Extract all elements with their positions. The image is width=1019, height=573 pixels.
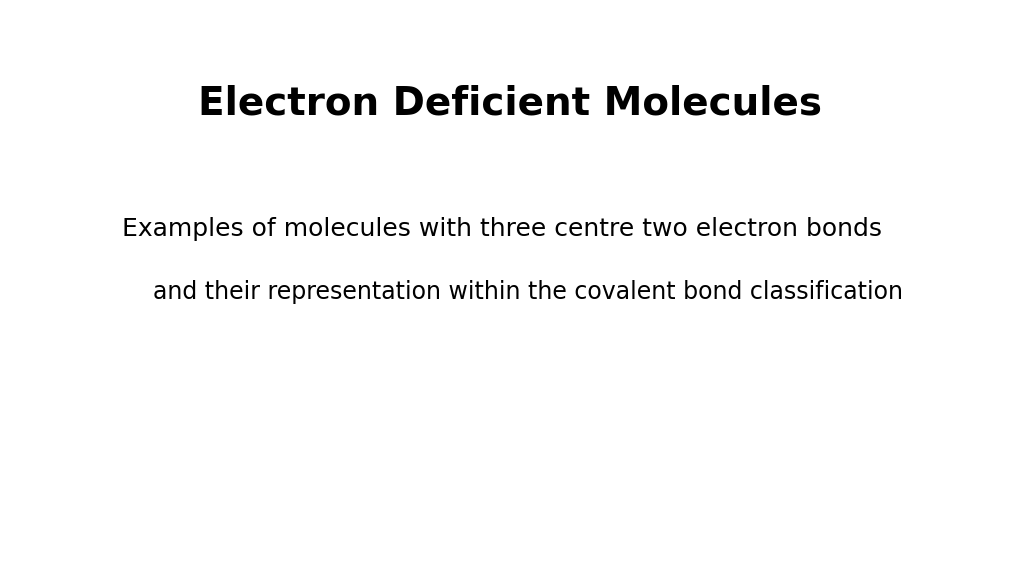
Text: Electron Deficient Molecules: Electron Deficient Molecules <box>198 84 821 122</box>
Text: and their representation within the covalent bond classification: and their representation within the cova… <box>153 280 902 304</box>
Text: Examples of molecules with three centre two electron bonds: Examples of molecules with three centre … <box>122 217 881 241</box>
